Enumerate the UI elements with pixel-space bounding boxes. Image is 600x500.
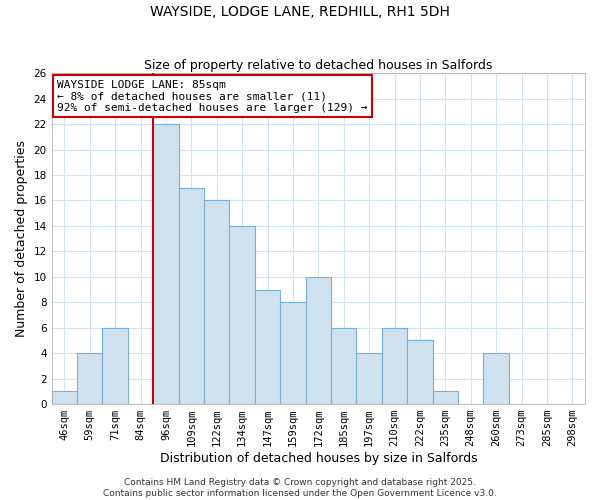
Bar bbox=[433, 392, 458, 404]
Bar bbox=[356, 353, 382, 404]
Bar bbox=[305, 277, 331, 404]
Bar bbox=[229, 226, 255, 404]
Bar bbox=[204, 200, 229, 404]
Bar bbox=[382, 328, 407, 404]
Title: Size of property relative to detached houses in Salfords: Size of property relative to detached ho… bbox=[144, 59, 493, 72]
Bar bbox=[179, 188, 204, 404]
Bar bbox=[280, 302, 305, 404]
Bar bbox=[103, 328, 128, 404]
Bar bbox=[52, 392, 77, 404]
Bar bbox=[484, 353, 509, 404]
Bar bbox=[407, 340, 433, 404]
Bar bbox=[255, 290, 280, 404]
Bar bbox=[153, 124, 179, 404]
Bar bbox=[77, 353, 103, 404]
Text: WAYSIDE, LODGE LANE, REDHILL, RH1 5DH: WAYSIDE, LODGE LANE, REDHILL, RH1 5DH bbox=[150, 5, 450, 19]
Text: WAYSIDE LODGE LANE: 85sqm
← 8% of detached houses are smaller (11)
92% of semi-d: WAYSIDE LODGE LANE: 85sqm ← 8% of detach… bbox=[57, 80, 367, 113]
Text: Contains HM Land Registry data © Crown copyright and database right 2025.
Contai: Contains HM Land Registry data © Crown c… bbox=[103, 478, 497, 498]
X-axis label: Distribution of detached houses by size in Salfords: Distribution of detached houses by size … bbox=[160, 452, 477, 465]
Y-axis label: Number of detached properties: Number of detached properties bbox=[15, 140, 28, 337]
Bar bbox=[331, 328, 356, 404]
